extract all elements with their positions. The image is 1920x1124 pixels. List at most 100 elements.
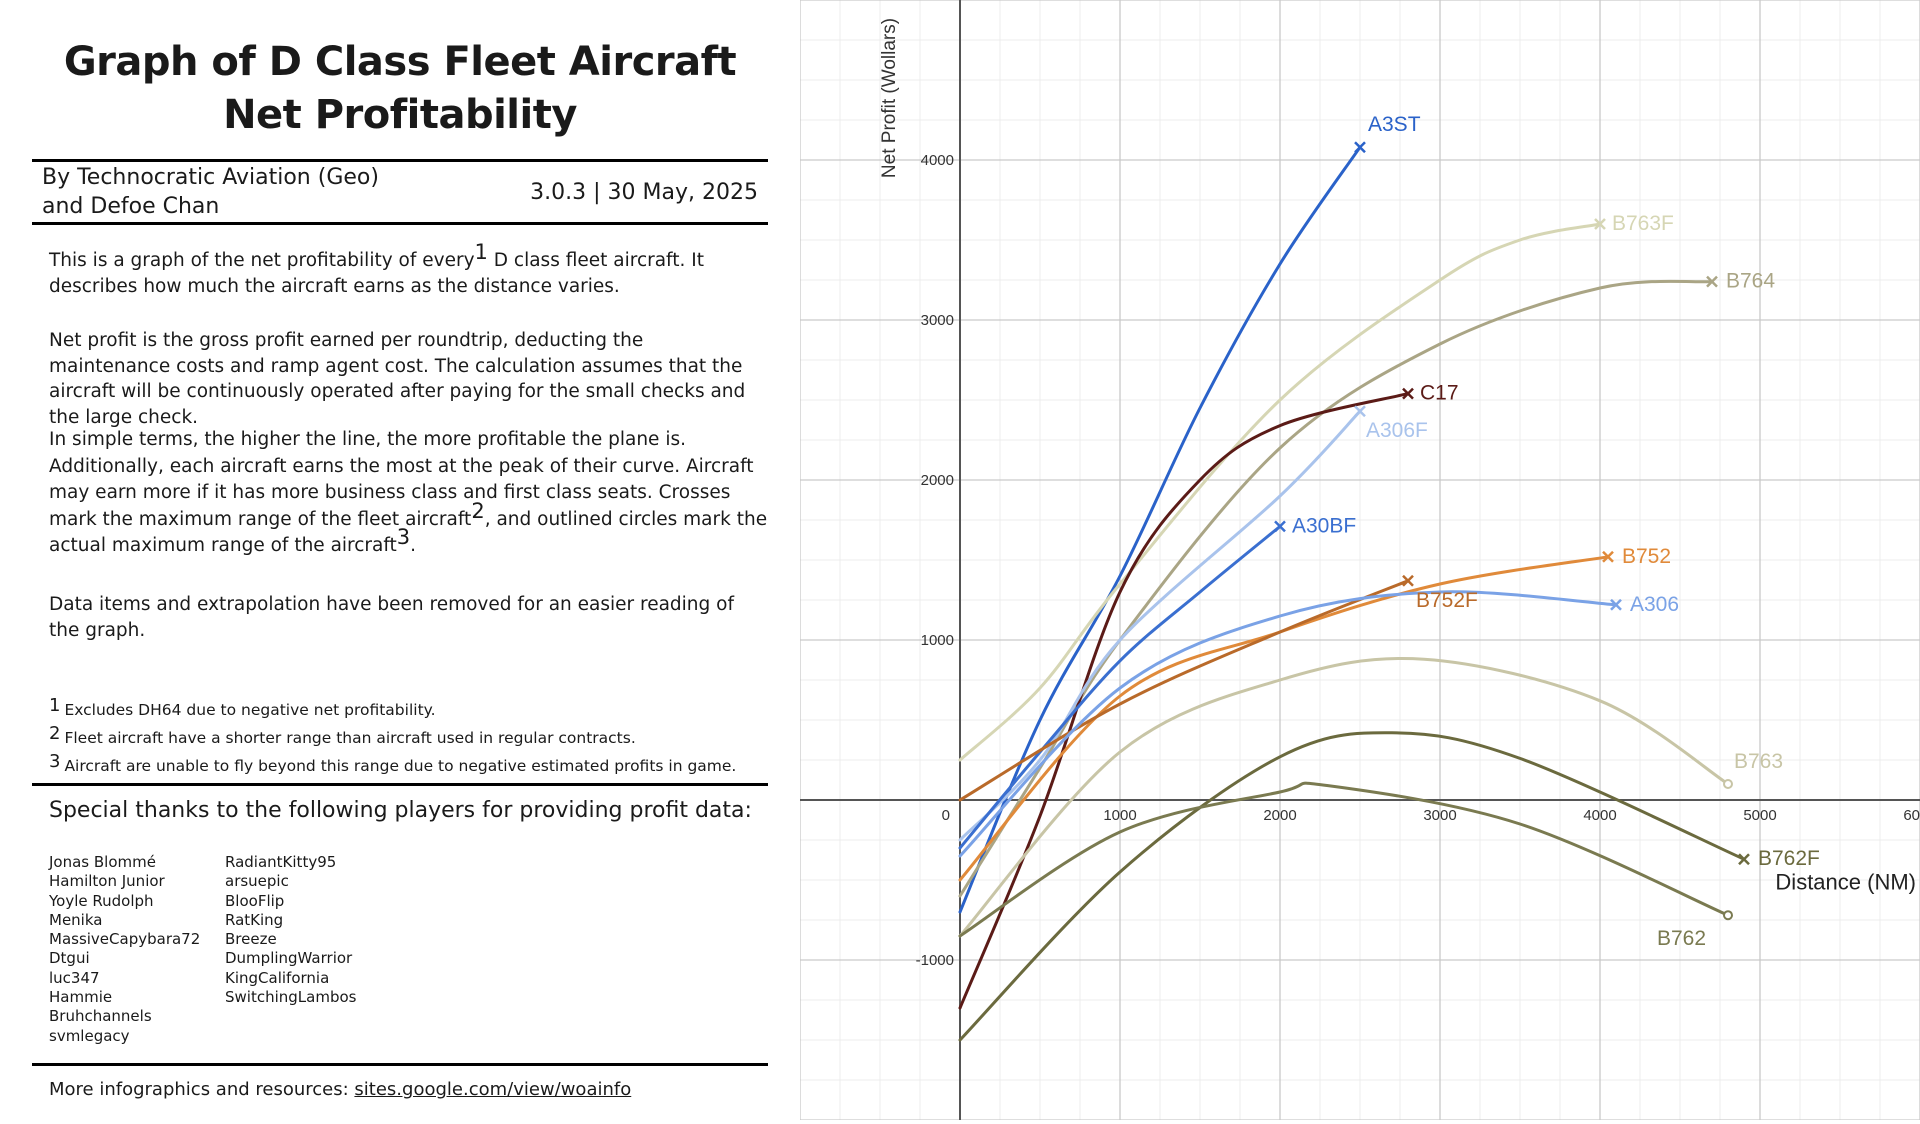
series-label-b752f: B752F	[1416, 589, 1478, 612]
paragraph-intro: This is a graph of the net profitability…	[49, 241, 769, 299]
series-label-b763: B763	[1734, 750, 1783, 773]
series-label-a306f: A306F	[1366, 419, 1428, 442]
paragraph-data-note: Data items and extrapolation have been r…	[49, 594, 734, 641]
byline: By Technocratic Aviation (Geo) and Defoe…	[42, 163, 442, 221]
divider	[32, 783, 768, 786]
series-line-a306f	[958, 409, 1362, 842]
player-name: luc347	[49, 968, 100, 987]
series-line-b762	[958, 781, 1730, 938]
range-cross-marker	[1594, 218, 1606, 230]
x-tick-label: 0	[942, 807, 950, 824]
paragraph-text: .	[410, 535, 417, 556]
footnote-text: Aircraft are unable to fly beyond this r…	[64, 757, 737, 775]
series-line-b752	[958, 555, 1610, 882]
series-line-b752f	[958, 579, 1410, 802]
series-label-b763f: B763F	[1612, 212, 1674, 235]
y-tick-label: 1000	[921, 632, 954, 649]
y-tick-label: -1000	[916, 952, 954, 969]
version-date: 3.0.3 | 30 May, 2025	[530, 180, 758, 205]
series-line-b763	[958, 656, 1730, 938]
series-label-a306: A306	[1630, 593, 1679, 616]
series-label-a30bf: A30BF	[1292, 514, 1356, 537]
series-line-b763f	[958, 222, 1602, 762]
grid-minor	[800, 0, 1920, 1120]
y-tick-label: 3000	[921, 312, 954, 329]
range-cross-marker	[1274, 520, 1286, 533]
player-name: RatKing	[225, 910, 284, 929]
byline-line-2: and Defoe Chan	[42, 194, 220, 219]
paragraph-net-profit: Net profit is the gross profit earned pe…	[49, 330, 746, 428]
x-axis-label: Distance (NM)	[1775, 870, 1916, 895]
x-tick-label: 6000	[1903, 807, 1920, 824]
paragraph-text: This is a graph of the net profitability…	[49, 250, 475, 271]
paragraph-simple-terms: In simple terms, the higher the line, th…	[49, 427, 769, 560]
player-name: Yoyle Rudolph	[49, 891, 154, 910]
chart-panel: 0 1000 2000 3000 4000 5000 6000 -1000 1000 2000 30…	[799, 0, 1920, 1121]
footnote-ref: 2	[471, 498, 485, 523]
series-label-b762: B762	[1657, 927, 1706, 950]
range-cross-marker	[1602, 550, 1614, 563]
y-tick-label: 4000	[921, 152, 954, 169]
thanks-heading: Special thanks to the following players …	[49, 798, 752, 823]
series-label-c17: C17	[1420, 382, 1459, 405]
profit-chart: 0 1000 2000 3000 4000 5000 6000 -1000 1000 2000 30…	[799, 0, 1920, 1121]
range-circle-marker	[1723, 910, 1733, 921]
player-name: Hamilton Junior	[49, 872, 165, 891]
player-name: Menika	[49, 910, 103, 929]
footnote-number: 3	[49, 751, 61, 772]
info-panel: Graph of D Class Fleet Aircraft Net Prof…	[0, 0, 800, 1120]
byline-line-1: By Technocratic Aviation (Geo)	[42, 165, 379, 190]
series-label-a3st: A3ST	[1368, 113, 1421, 136]
paragraph-text: In simple terms, the higher the line, th…	[49, 429, 754, 530]
footnote: 1 Excludes DH64 due to negative net profi…	[49, 696, 779, 720]
player-name: SwitchingLambos	[225, 988, 357, 1007]
range-cross-marker	[1402, 574, 1414, 587]
series-label-b752: B752	[1622, 545, 1671, 568]
player-name: RadiantKitty95	[225, 853, 337, 871]
footer-text: More infographics and resources:	[49, 1079, 355, 1100]
footnote-ref: 1	[474, 239, 488, 264]
range-cross-marker	[1738, 853, 1750, 866]
players-list-1: Jonas Blommé Hamilton Junior Yoyle Rudolph…	[49, 853, 200, 1046]
player-name: Jonas Blommé	[49, 853, 156, 871]
series-label-b764: B764	[1726, 270, 1775, 293]
title-line-1: Graph of D Class Fleet Aircraft	[63, 39, 737, 85]
x-tick-label: 4000	[1583, 807, 1616, 824]
footnote-text: Excludes DH64 due to negative net profit…	[64, 701, 436, 719]
players-list-2: RadiantKitty95 arsuepic BlooFlip RatKing Bre…	[225, 853, 356, 1007]
series-label-b762f: B762F	[1758, 847, 1820, 870]
player-name: KingCalifornia	[225, 968, 330, 987]
range-cross-marker	[1402, 387, 1414, 400]
footnote: 2 Fleet aircraft have a shorter range tha…	[49, 724, 779, 748]
footnote-number: 2	[49, 723, 61, 744]
footer: More infographics and resources: sites.g…	[49, 1078, 631, 1102]
player-name: BlooFlip	[225, 891, 285, 910]
range-cross-marker	[1354, 141, 1366, 154]
player-name: Dtgui	[49, 949, 90, 968]
series-line-b762f	[958, 731, 1746, 1042]
paragraph-text: , and outlined circles mark the actual m…	[49, 508, 768, 557]
x-tick-label: 3000	[1423, 807, 1456, 824]
x-tick-label: 2000	[1263, 807, 1296, 824]
range-cross-marker	[1354, 405, 1366, 418]
range-cross-marker	[1706, 275, 1718, 288]
axes	[800, 0, 1920, 1120]
range-cross-marker	[1610, 598, 1622, 611]
y-tick-label: 2000	[921, 472, 954, 489]
divider	[32, 222, 768, 225]
player-name: arsuepic	[225, 872, 289, 891]
player-name: MassiveCapybara72	[49, 930, 201, 949]
series-line-a30bf	[958, 524, 1282, 850]
series-labels: A3ST B763F B764 C17 A306F A30BF B752 B752F A306 B…	[1292, 113, 1820, 950]
footnote-ref: 3	[396, 524, 411, 549]
tick-labels: 0 1000 2000 3000 4000 5000 6000 -1000 1000 2000 30…	[879, 18, 1920, 969]
player-name: DumplingWarrior	[225, 949, 353, 968]
resources-link[interactable]: sites.google.com/view/woainfo	[354, 1079, 632, 1100]
divider	[32, 1063, 768, 1066]
x-tick-label: 1000	[1103, 807, 1136, 824]
x-tick-label: 5000	[1743, 807, 1776, 824]
paragraph-text: D class fleet aircraft. It describes how…	[49, 250, 704, 297]
player-name: Bruhchannels	[49, 1007, 152, 1026]
title-line-2: Net Profitability	[223, 92, 577, 138]
series-lines	[958, 141, 1750, 1042]
